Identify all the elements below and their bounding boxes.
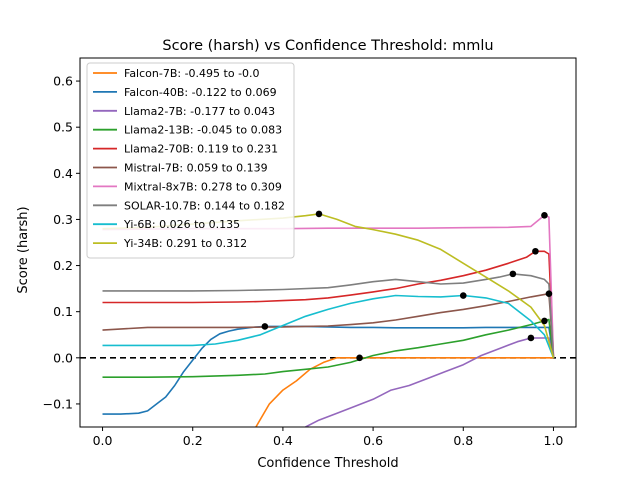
- legend-label: SOLAR-10.7B: 0.144 to 0.182: [124, 199, 285, 212]
- legend-label: Falcon-7B: -0.495 to -0.0: [124, 67, 260, 80]
- legend-label: Yi-6B: 0.026 to 0.135: [123, 218, 240, 231]
- legend-label: Llama2-70B: 0.119 to 0.231: [124, 143, 278, 156]
- x-tick-label: 0.0: [93, 433, 113, 448]
- legend-label: Yi-34B: 0.291 to 0.312: [123, 237, 247, 250]
- x-tick-label: 1.0: [544, 433, 564, 448]
- y-tick-label: 0.2: [53, 258, 73, 273]
- y-tick-label: 0.0: [53, 350, 73, 365]
- series-marker-2: [527, 334, 535, 342]
- legend-label: Mixtral-8x7B: 0.278 to 0.309: [124, 180, 282, 193]
- y-tick-label: −0.1: [43, 396, 73, 411]
- y-tick-label: 0.3: [53, 212, 73, 227]
- series-marker-6: [541, 211, 548, 219]
- series-marker-9: [315, 210, 323, 218]
- series-marker-4: [532, 247, 539, 255]
- x-tick-label: 0.2: [183, 433, 203, 448]
- y-tick-label: 0.4: [53, 166, 73, 181]
- legend-label: Llama2-7B: -0.177 to 0.043: [124, 105, 275, 118]
- legend-label: Mistral-7B: 0.059 to 0.139: [124, 162, 268, 175]
- series-marker-0: [356, 354, 363, 362]
- series-marker-3: [541, 317, 548, 325]
- y-tick-label: 0.1: [53, 304, 73, 319]
- series-marker-1: [261, 323, 269, 330]
- series-line-5: [102, 292, 555, 358]
- x-axis-label: Confidence Threshold: [257, 456, 398, 471]
- series-line-7: [102, 273, 555, 358]
- x-tick-label: 0.8: [453, 433, 473, 448]
- series-line-3: [102, 318, 555, 379]
- series-line-8: [102, 294, 555, 359]
- plot-frame: [79, 57, 577, 428]
- series-line-2: [305, 337, 555, 427]
- legend-box: [86, 62, 295, 259]
- axes: 0.0 0.2 0.4 0.6 0.8 1.0 −0.1 0.0 0.1 0.2 0.3 0.4 0.5…: [43, 74, 564, 448]
- series-line-0: [255, 356, 554, 427]
- y-tick-label: 0.5: [53, 120, 73, 135]
- legend: Falcon-7B: -0.495 to -0.0 Falcon-40B: -0.…: [86, 62, 295, 259]
- x-tick-label: 0.4: [273, 433, 293, 448]
- series-marker-8: [459, 292, 467, 299]
- legend-label: Falcon-40B: -0.122 to 0.069: [124, 86, 277, 99]
- series-marker-5: [545, 290, 553, 297]
- x-tick-label: 0.6: [363, 433, 383, 448]
- chart-title: Score (harsh) vs Confidence Threshold: m…: [162, 38, 493, 54]
- y-tick-label: 0.6: [53, 74, 73, 89]
- y-axis-label: Score (harsh): [16, 206, 31, 293]
- series-marker-7: [509, 270, 517, 278]
- series-line-4: [102, 250, 555, 358]
- legend-label: Llama2-13B: -0.045 to 0.083: [124, 124, 282, 137]
